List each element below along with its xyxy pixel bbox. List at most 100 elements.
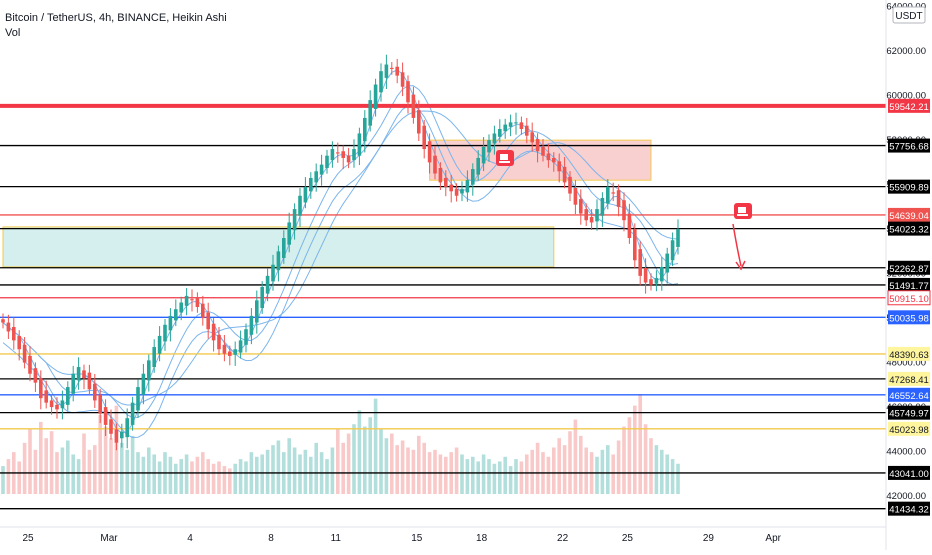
volume-bar: [44, 438, 48, 494]
price-level-badge: [888, 346, 930, 361]
volume-bar: [595, 456, 599, 494]
price-axis[interactable]: 64000.0062000.0060000.0058000.0056000.00…: [885, 0, 932, 550]
candle-body: [1, 319, 5, 323]
candle-body: [22, 344, 27, 363]
candle-body: [535, 139, 540, 152]
volume-bar: [654, 445, 659, 494]
candle-body: [130, 402, 135, 425]
volume-bar: [422, 442, 426, 494]
candle-body: [514, 122, 518, 124]
candle-body: [309, 177, 313, 192]
candle-body: [292, 209, 297, 231]
candle-body: [660, 266, 664, 282]
candle-body: [98, 394, 102, 414]
candles: [1, 54, 680, 451]
candle-body: [433, 155, 437, 174]
price-level-badge: [888, 207, 930, 222]
price-level-badge-label: 57756.68: [889, 142, 929, 153]
candle-body: [498, 129, 502, 137]
volume-bar: [357, 410, 362, 494]
price-level-badge-label: 45749.97: [889, 409, 929, 420]
candle-body: [298, 195, 302, 216]
volume-bar: [525, 454, 529, 494]
candle-body: [303, 186, 308, 203]
candle-body: [357, 133, 362, 156]
volume-bar: [660, 449, 664, 494]
volume-bar: [643, 424, 648, 494]
candle-body: [28, 355, 32, 374]
volume-bar: [6, 459, 11, 494]
candle-body: [201, 303, 205, 319]
candle-body: [633, 229, 637, 261]
candle-body: [573, 187, 578, 205]
candle-body: [454, 189, 459, 196]
price-level-badge: [888, 260, 930, 275]
candle-body: [606, 186, 610, 204]
candle-body: [541, 146, 545, 156]
volume-bar: [125, 449, 129, 494]
candle-body: [417, 110, 421, 134]
candle-body: [157, 335, 162, 354]
candle-body: [276, 251, 281, 271]
price-level-badge-label: 54023.32: [889, 225, 929, 236]
candle-body: [643, 268, 648, 283]
candle-body: [503, 124, 507, 132]
volume-bar: [325, 459, 329, 494]
volume-bar: [346, 433, 351, 494]
volume-bar: [1, 466, 5, 494]
candle-body: [346, 155, 351, 163]
volume-bar: [130, 435, 135, 494]
price-level-badge: [888, 405, 930, 420]
candle-body: [562, 166, 567, 183]
candle-body: [39, 378, 43, 399]
volume-bar: [379, 428, 383, 494]
candle-body: [336, 152, 340, 154]
volume-bar: [152, 454, 156, 494]
volume-bar: [174, 463, 178, 494]
candle-body: [44, 390, 48, 403]
volume-bar: [141, 456, 146, 494]
volume-bar: [665, 454, 669, 494]
price-level-badges: 59542.21 57756.68 55909.89 54639.04 54023.32…: [887, 98, 931, 516]
volume-label: Vol: [5, 27, 21, 39]
volume-bar: [168, 456, 173, 494]
candle-body: [55, 404, 59, 410]
volume-bar: [465, 459, 470, 494]
volume-bar: [503, 456, 507, 494]
candle-body: [471, 169, 475, 185]
annotations: [496, 150, 752, 271]
candle-body: [568, 176, 572, 194]
volume-bar: [552, 447, 556, 494]
volume-bar: [66, 440, 70, 494]
candle-body: [595, 209, 599, 222]
candle-body: [255, 300, 259, 323]
candle-body: [530, 132, 534, 143]
volume-bar: [211, 463, 216, 494]
chart-title: Bitcoin / TetherUS, 4h, BINANCE, Heikin …: [5, 12, 227, 24]
price-level-badge: [888, 310, 930, 325]
volume-bar: [433, 449, 437, 494]
volume-bar: [244, 461, 248, 494]
coffee-cup-icon: [496, 150, 514, 166]
price-tick-label: 60000.00: [886, 91, 926, 102]
volume-bar: [336, 428, 340, 494]
volume-bar: [190, 461, 194, 494]
candle-body: [422, 125, 426, 150]
candle-body: [141, 373, 146, 395]
price-level-badge-label: 41434.32: [889, 505, 929, 516]
volume-bar: [627, 417, 632, 494]
currency-badge[interactable]: USDT: [892, 6, 926, 24]
candle-body: [33, 368, 38, 383]
candle-body: [600, 197, 605, 216]
time-tick-label: 11: [331, 533, 342, 544]
volume-bar: [309, 456, 313, 494]
candle-body: [163, 324, 167, 342]
price-axis-background: [886, 0, 932, 550]
volume-bar: [49, 431, 54, 494]
volume-bar: [638, 394, 642, 494]
candle-body: [379, 71, 383, 93]
price-level-badge-label: 43041.00: [889, 469, 929, 480]
candle-body: [136, 387, 140, 411]
volume-bar: [460, 454, 464, 494]
volume-bar: [147, 447, 151, 494]
